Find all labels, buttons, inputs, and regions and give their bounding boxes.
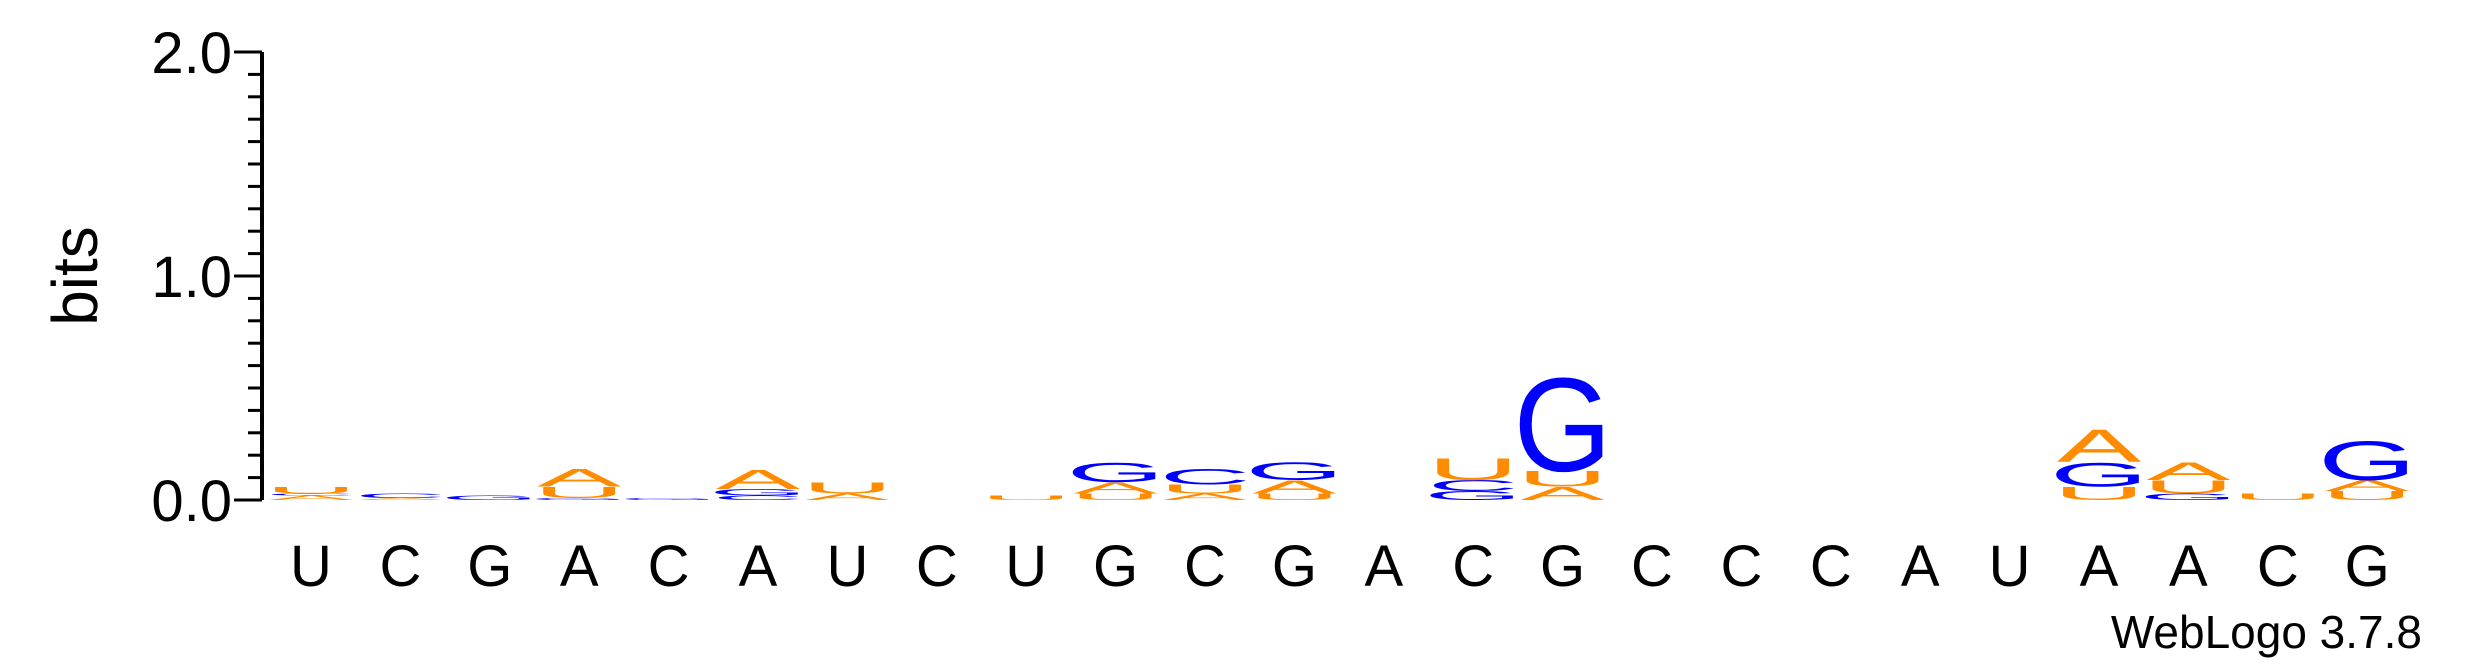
x-tick-label: G — [1540, 534, 1585, 599]
logo-letter-A: A — [269, 494, 354, 501]
logo-letter-G: G — [1424, 489, 1522, 503]
logo-letter-G: G — [530, 497, 628, 500]
y-axis-label: bits — [39, 226, 111, 326]
x-tick-label: A — [560, 534, 599, 599]
logo-letter-A: A — [358, 497, 443, 500]
logo-letter-C: C — [712, 494, 803, 501]
x-tick-label: U — [1989, 534, 2031, 599]
logo-letter-U: U — [2143, 477, 2234, 498]
logo-letter-A: A — [2057, 420, 2142, 472]
logo-letter-U: U — [534, 484, 625, 501]
x-tick-label: U — [1005, 534, 1047, 599]
logo-letter-A: A — [1520, 483, 1605, 504]
logo-letter-G: G — [441, 494, 539, 501]
logo-letter-A: A — [1252, 477, 1337, 498]
x-tick-label: A — [739, 534, 778, 599]
x-tick-label: G — [467, 534, 512, 599]
logo-letter-A: A — [716, 464, 800, 495]
weblogo-credit: WebLogo 3.7.8 — [2111, 606, 2422, 658]
logo-letter-U: U — [1517, 467, 1608, 491]
x-tick-label: C — [916, 534, 958, 599]
logo-letter-G: G — [2050, 456, 2148, 494]
y-axis: 0.0 1.0 2.0 — [151, 21, 264, 534]
logo-letter-A: A — [2146, 457, 2231, 485]
logo-letter-U: U — [265, 485, 356, 495]
x-tick-label: C — [648, 534, 690, 599]
logo-letter-G: G — [1513, 350, 1611, 500]
x-tick-label: C — [1184, 534, 1226, 599]
x-tick-label: C — [1810, 534, 1852, 599]
logo-letter-A: A — [1073, 479, 1157, 496]
logo-letter-U: U — [802, 479, 893, 496]
x-tick-label: C — [1720, 534, 1762, 599]
x-tick-label: G — [1272, 534, 1317, 599]
logo-letter-G: G — [1066, 457, 1164, 488]
logo-letter-U: U — [981, 494, 1072, 501]
y-tick-label: 1.0 — [151, 245, 232, 310]
logo-letter-G: G — [2318, 429, 2416, 492]
logo-letter-U: U — [2232, 492, 2323, 502]
x-tick-label: C — [379, 534, 421, 599]
logo-letter-C: C — [265, 493, 356, 496]
x-tick-label: G — [2345, 534, 2390, 599]
logo-letter-U: U — [1159, 482, 1250, 496]
logo-letter-G: G — [1245, 457, 1343, 485]
x-tick-label: A — [2080, 534, 2119, 599]
logo-letter-G: G — [619, 497, 717, 500]
x-tick-label: A — [1901, 534, 1940, 599]
logo-letter-A: A — [2325, 477, 2409, 494]
logo-letter-A: A — [537, 464, 622, 492]
logo-letter-C: C — [355, 492, 446, 499]
y-tick-label: 2.0 — [151, 21, 232, 86]
logo-letter-U: U — [1428, 452, 1519, 487]
logo-letter-A: A — [1163, 492, 1248, 502]
x-tick-label: U — [826, 534, 868, 599]
x-tick-label: C — [2257, 534, 2299, 599]
x-tick-label: C — [1452, 534, 1494, 599]
logo-letter-C: C — [1428, 477, 1519, 494]
logo-letter-U: U — [2053, 483, 2144, 504]
x-tick-label: A — [2169, 534, 2208, 599]
logo-letter-U: U — [1249, 492, 1340, 502]
x-tick-label: C — [1631, 534, 1673, 599]
y-tick-label: 0.0 — [151, 469, 232, 534]
logo-letter-U: U — [2322, 489, 2413, 503]
logo-letter-C: C — [1159, 465, 1250, 489]
logo-letter-U: U — [1070, 492, 1161, 502]
x-tick-label: A — [1364, 534, 1403, 599]
x-tick-label: U — [290, 534, 332, 599]
logo-letter-G: G — [709, 487, 807, 497]
x-tick-label: G — [1093, 534, 1138, 599]
logo-letter-A: A — [805, 492, 890, 502]
logo-letter-G: G — [2139, 492, 2237, 502]
